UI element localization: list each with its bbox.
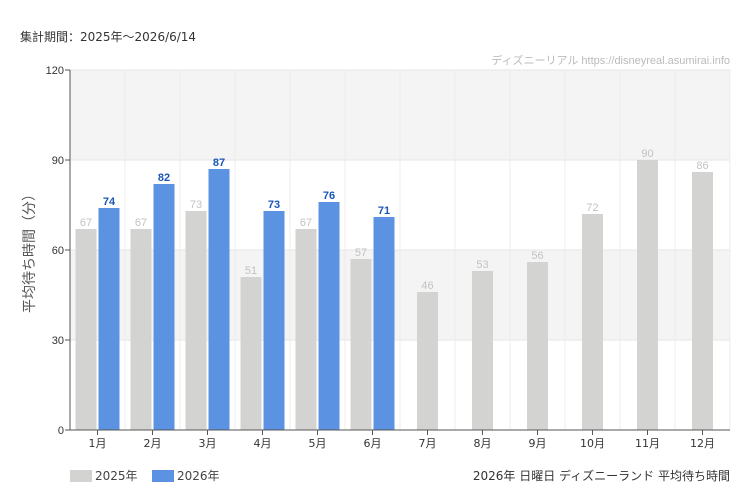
bar-2025-1 bbox=[75, 229, 97, 430]
value-label-2026-6: 71 bbox=[378, 205, 390, 217]
value-label-2025-10: 72 bbox=[586, 202, 598, 214]
bar-2025-4 bbox=[240, 277, 262, 430]
bar-2025-5 bbox=[295, 229, 317, 430]
value-label-2026-2: 82 bbox=[158, 172, 170, 184]
bar-2026-1 bbox=[98, 208, 120, 430]
value-label-2026-5: 76 bbox=[323, 190, 335, 202]
ytick-label-90: 90 bbox=[52, 155, 64, 167]
bar-2025-2 bbox=[130, 229, 152, 430]
legend-label-2025: 2025年 bbox=[95, 469, 138, 483]
bar-2026-6 bbox=[373, 217, 395, 430]
xtick-label-2: 2月 bbox=[144, 437, 162, 450]
gridlines bbox=[70, 69, 731, 430]
ytick-label-60: 60 bbox=[52, 245, 64, 257]
bar-2025-8 bbox=[472, 271, 493, 430]
chart-title: 2026年 日曜日 ディズニーランド 平均待ち時間 bbox=[472, 469, 730, 483]
xtick-label-3: 3月 bbox=[199, 437, 217, 450]
xtick-label-11: 11月 bbox=[635, 437, 660, 450]
value-label-2025-5: 67 bbox=[300, 217, 312, 229]
value-labels: 67 74 67 82 73 87 51 73 67 76 57 71 46 53 56 72 90 86 bbox=[80, 148, 709, 292]
value-label-2026-4: 73 bbox=[268, 199, 280, 211]
axes: 0 30 60 90 120 1月 2月 3月 4月 5月 6月 7月 8月 9月 10月 11月 12月 bbox=[46, 65, 730, 450]
bar-2025-7 bbox=[417, 292, 438, 430]
legend-item-2026: 2026年 bbox=[152, 467, 220, 484]
xtick-label-4: 4月 bbox=[254, 437, 272, 450]
xtick-label-7: 7月 bbox=[419, 437, 437, 450]
bar-2025-10 bbox=[582, 214, 603, 430]
ytick-label-30: 30 bbox=[52, 335, 64, 347]
bar-2025-12 bbox=[692, 172, 713, 430]
value-label-2025-8: 53 bbox=[476, 259, 488, 271]
value-label-2025-2: 67 bbox=[135, 217, 147, 229]
bars bbox=[75, 160, 713, 430]
period-label: 集計期間：2025年〜2026/6/14 bbox=[20, 30, 197, 44]
xtick-label-6: 6月 bbox=[364, 437, 382, 450]
bar-2026-5 bbox=[318, 202, 340, 430]
value-label-2025-12: 86 bbox=[696, 160, 708, 172]
bar-2026-4 bbox=[263, 211, 285, 430]
value-label-2025-4: 51 bbox=[245, 265, 257, 277]
xtick-label-9: 9月 bbox=[529, 437, 547, 450]
y-axis-label: 平均待ち時間（分） bbox=[22, 187, 38, 313]
bar-2025-3 bbox=[185, 211, 207, 430]
value-label-2026-3: 87 bbox=[213, 157, 225, 169]
legend-item-2025: 2025年 bbox=[70, 467, 138, 484]
bar-2026-2 bbox=[153, 184, 175, 430]
value-label-2025-11: 90 bbox=[641, 148, 653, 160]
bar-2025-9 bbox=[527, 262, 548, 430]
xtick-label-12: 12月 bbox=[690, 437, 715, 450]
legend-swatch-2025 bbox=[70, 469, 92, 482]
value-label-2025-9: 56 bbox=[531, 250, 543, 262]
value-label-2025-3: 73 bbox=[190, 199, 202, 211]
bar-2025-6 bbox=[350, 259, 372, 430]
legend-swatch-2026 bbox=[152, 469, 174, 482]
xtick-label-5: 5月 bbox=[309, 437, 327, 450]
value-label-2026-1: 74 bbox=[103, 196, 116, 208]
bar-2026-3 bbox=[208, 169, 230, 430]
value-label-2025-1: 67 bbox=[80, 217, 92, 229]
ytick-label-0: 0 bbox=[58, 425, 64, 437]
chart-credit: ディズニーリアル https://disneyreal.asumirai.inf… bbox=[491, 53, 730, 67]
value-label-2025-7: 46 bbox=[421, 280, 433, 292]
bar-2025-11 bbox=[637, 160, 658, 430]
xtick-label-8: 8月 bbox=[474, 437, 492, 450]
legend-label-2026: 2026年 bbox=[177, 469, 220, 483]
xtick-label-10: 10月 bbox=[580, 437, 605, 450]
ytick-label-120: 120 bbox=[46, 65, 64, 77]
value-label-2025-6: 57 bbox=[355, 247, 367, 259]
xtick-label-1: 1月 bbox=[89, 437, 107, 450]
